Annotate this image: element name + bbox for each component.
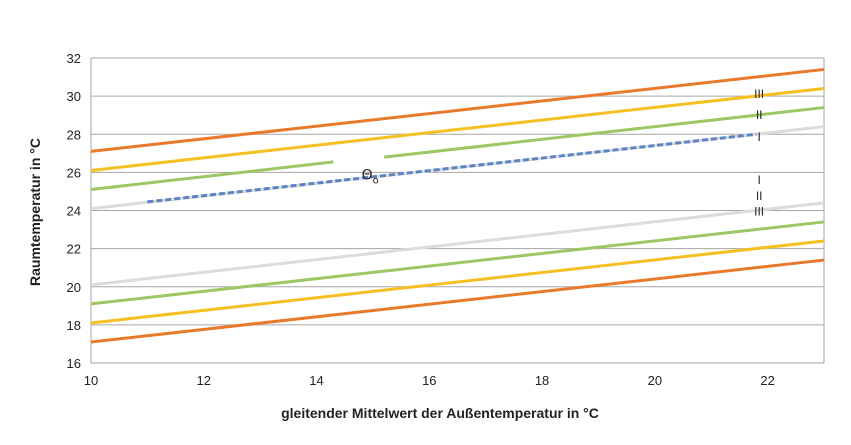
series-line-8 [90, 239, 825, 325]
y-tick-24: 24 [67, 204, 81, 219]
theta-label: Θo [362, 167, 379, 186]
annotation-2: II [756, 108, 763, 122]
y-tick-16: 16 [67, 356, 81, 371]
y-tick-20: 20 [67, 280, 81, 295]
series-line-5 [147, 132, 757, 204]
annotation-4: I [757, 173, 760, 187]
x-tick-16: 16 [422, 373, 436, 388]
y-axis-title: Raumtemperatur in °C [27, 138, 43, 286]
series-line-2 [90, 87, 825, 172]
series-line-3-b [384, 106, 825, 159]
series-group [90, 67, 825, 344]
y-tick-26: 26 [67, 165, 81, 180]
annotation-6: III [754, 204, 764, 218]
y-tick-22: 22 [67, 242, 81, 257]
gridlines [91, 57, 824, 364]
x-tick-18: 18 [535, 373, 549, 388]
x-tick-22: 22 [760, 373, 774, 388]
series-line-3 [90, 160, 334, 192]
x-tick-12: 12 [197, 373, 211, 388]
x-tick-20: 20 [648, 373, 662, 388]
x-axis-title: gleitender Mittelwert der Außentemperatu… [281, 405, 599, 421]
series-line-7 [90, 220, 825, 306]
x-tick-14: 14 [309, 373, 323, 388]
annotation-1: III [754, 87, 764, 101]
y-tick-30: 30 [67, 89, 81, 104]
annotation-5: II [756, 189, 763, 203]
x-tick-labels: 10 12 14 16 18 20 22 [84, 373, 775, 388]
y-tick-labels: 16 18 20 22 24 26 28 30 32 [67, 51, 81, 371]
annotation-3: I [757, 130, 760, 144]
series-line-1 [90, 67, 825, 153]
x-tick-10: 10 [84, 373, 98, 388]
y-tick-32: 32 [67, 51, 81, 66]
y-tick-18: 18 [67, 318, 81, 333]
series-line-6 [90, 201, 825, 287]
theta-subscript: o [373, 175, 379, 186]
series-line-9 [90, 258, 825, 344]
y-tick-28: 28 [67, 127, 81, 142]
